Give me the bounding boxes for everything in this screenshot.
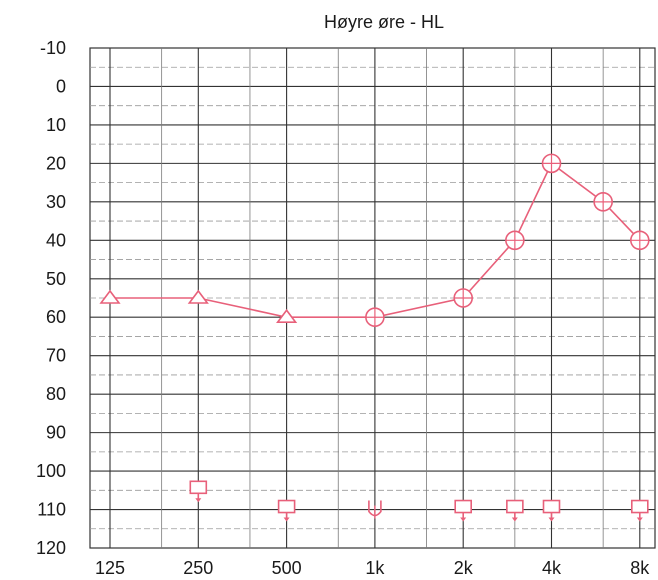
y-tick-label: 20 [46, 153, 66, 173]
x-tick-label: 500 [272, 558, 302, 578]
x-tick-label: 125 [95, 558, 125, 578]
y-tick-label: 0 [56, 76, 66, 96]
grid [89, 47, 656, 549]
bracket-arrow-head [460, 517, 467, 522]
y-tick-label: 40 [46, 230, 66, 250]
x-tick-label: 1k [365, 558, 385, 578]
bracket-arrow-head [283, 517, 290, 522]
y-tick-label: 80 [46, 384, 66, 404]
chart-title: Høyre øre - HL [324, 12, 444, 32]
x-tick-label: 4k [542, 558, 562, 578]
bracket-marker [506, 499, 524, 514]
y-tick-label: -10 [40, 38, 66, 58]
bracket-marker [277, 499, 296, 514]
triangle-marker [187, 289, 209, 304]
bracket-marker [454, 499, 473, 514]
x-tick-label: 8k [630, 558, 650, 578]
x-axis-ticks: 125 250 500 1k 2k 4k 8k [95, 558, 650, 578]
x-tick-label: 250 [183, 558, 213, 578]
y-tick-label: 110 [37, 500, 66, 520]
x-tick-label: 2k [454, 558, 474, 578]
y-tick-label: 50 [46, 269, 66, 289]
triangle-marker [99, 289, 121, 304]
y-tick-label: 10 [46, 115, 66, 135]
bracket-marker [542, 499, 561, 514]
y-tick-label: 70 [46, 346, 66, 366]
bracket-marker [630, 499, 649, 514]
triangle-marker [276, 308, 298, 324]
series-marks [99, 153, 650, 522]
bracket-arrow-head [548, 517, 555, 522]
bracket-arrow-head [511, 517, 518, 522]
y-axis-ticks: -10 0 10 20 30 40 50 60 70 80 90 100 110 120 [36, 38, 66, 558]
y-tick-label: 90 [46, 423, 66, 443]
bracket-marker [189, 480, 208, 495]
y-tick-label: 30 [46, 192, 66, 212]
bracket-arrow-head [636, 517, 643, 522]
y-tick-label: 120 [36, 538, 66, 558]
y-tick-label: 60 [46, 307, 66, 327]
y-tick-label: 100 [36, 461, 66, 481]
bracket-arrow-head [195, 498, 202, 503]
